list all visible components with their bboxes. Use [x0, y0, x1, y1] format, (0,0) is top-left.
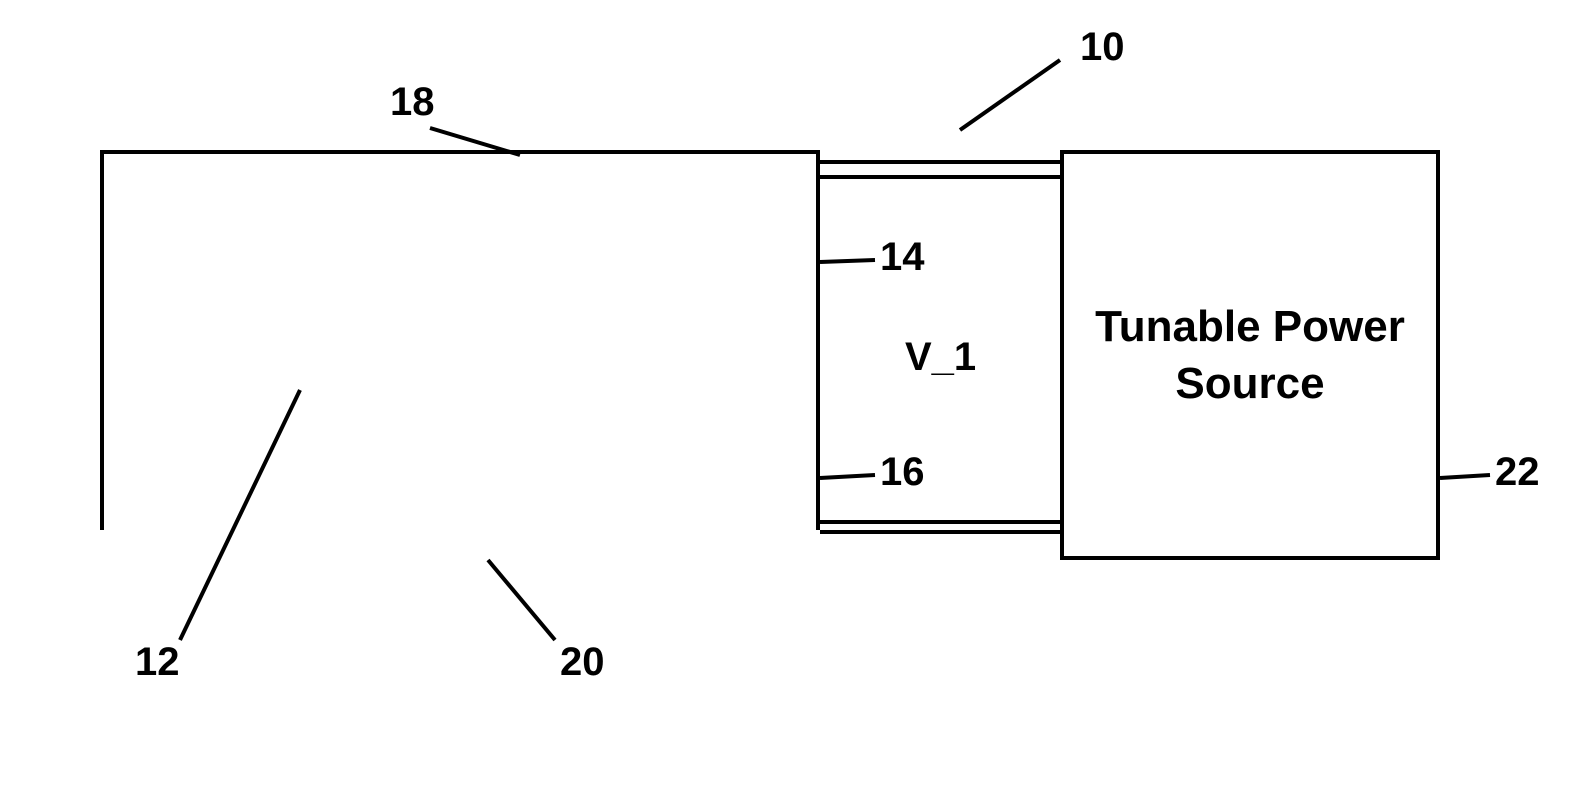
leader-12: [0, 0, 1589, 806]
